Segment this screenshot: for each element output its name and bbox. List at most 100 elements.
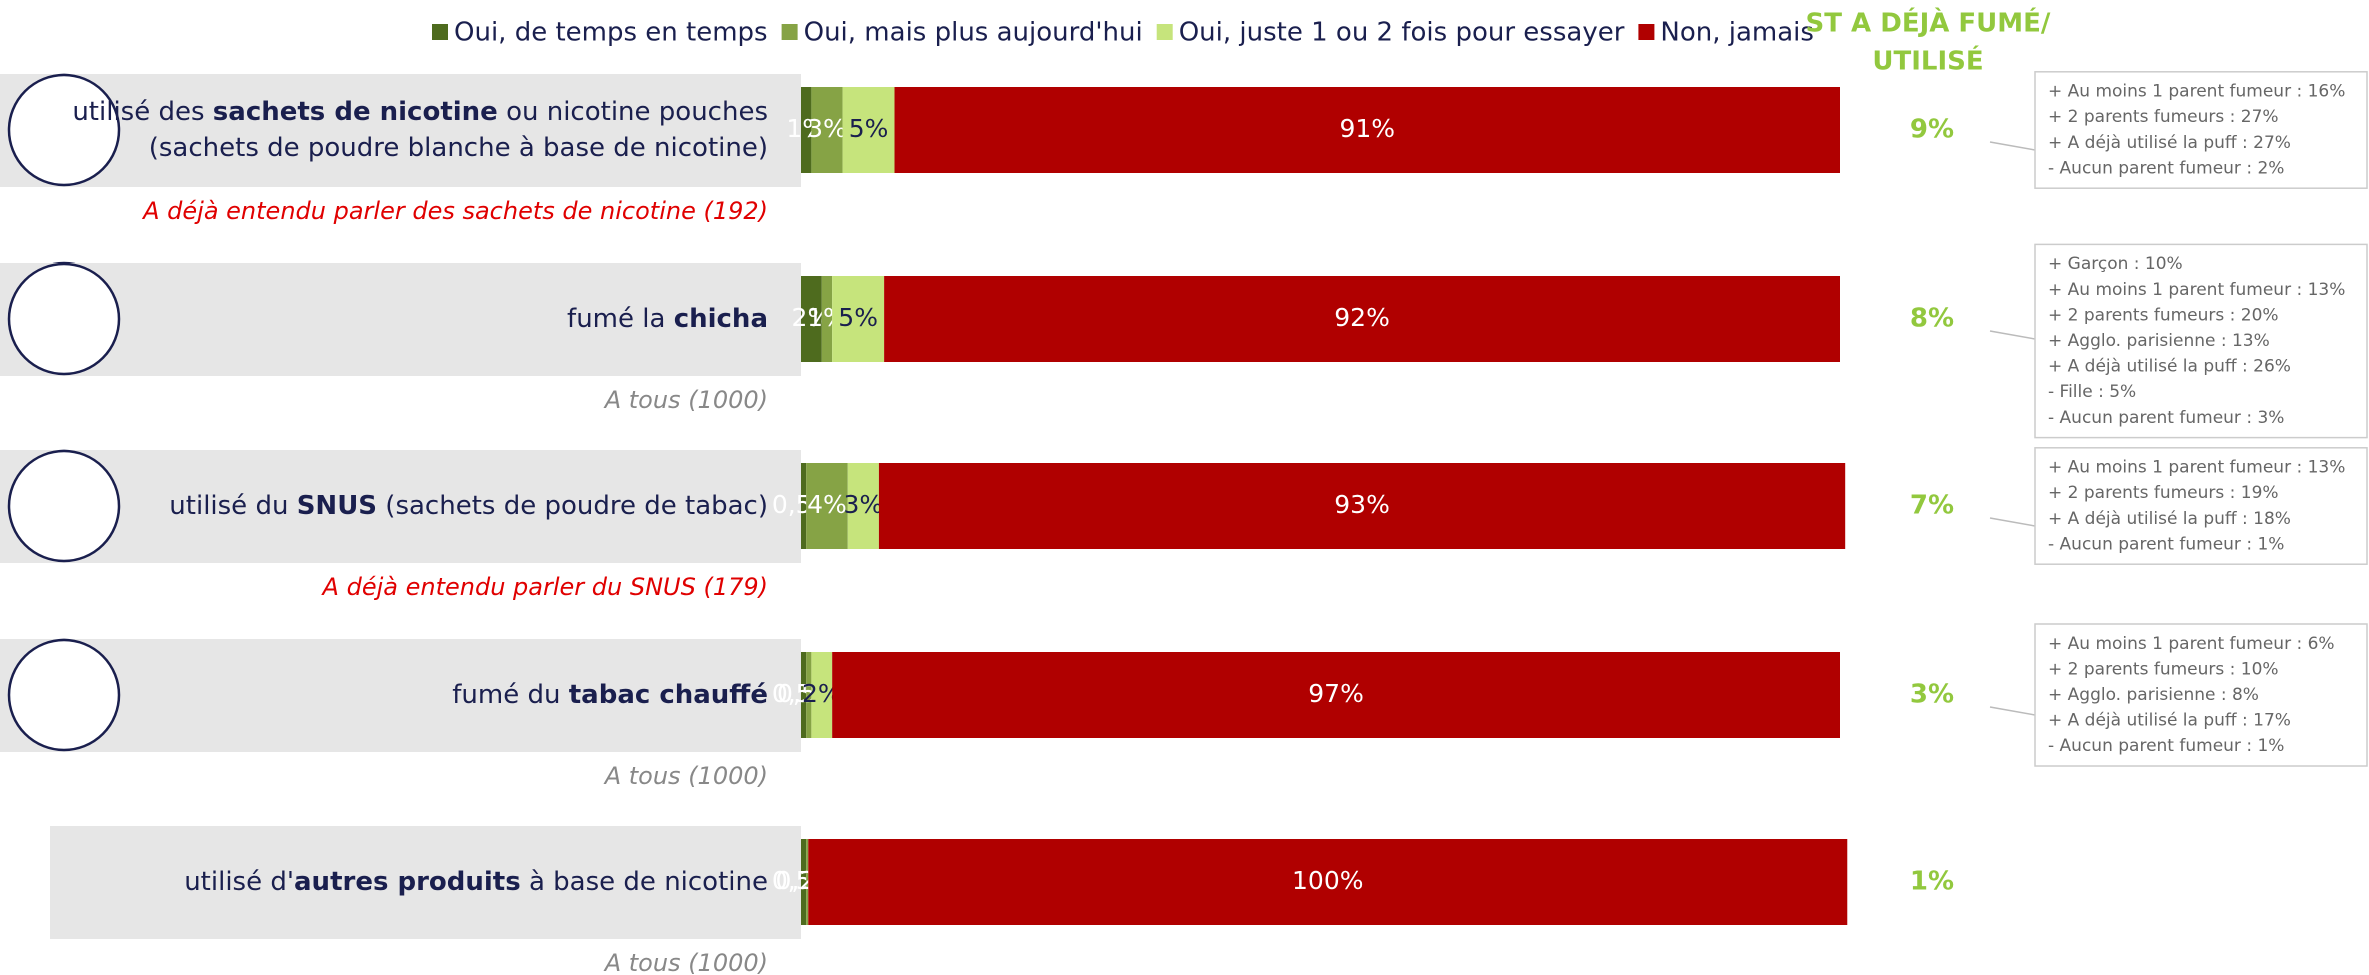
category-label: (sachets de poudre blanche à base de nic… [149, 133, 768, 163]
annotation-line: - Aucun parent fumeur : 2% [2048, 158, 2284, 178]
bar-segment [832, 652, 1840, 738]
bar-segment [894, 87, 1840, 173]
base-note: A tous (1000) [603, 762, 768, 790]
category-label-part: fumé du [452, 680, 568, 710]
total-value: 3% [1910, 680, 1954, 710]
bar-segment [801, 463, 807, 549]
label-box [0, 639, 801, 752]
value-label: 3% [807, 114, 847, 143]
category-label-part: tabac chauffé [569, 680, 768, 710]
connector [1989, 517, 2036, 527]
bar-segment [801, 652, 807, 738]
base-note: A déjà entendu parler des sachets de nic… [141, 197, 768, 225]
category-label-part: sachets de nicotine [213, 97, 498, 127]
bar-segment [806, 652, 812, 738]
category-label: utilisé d'autres produits à base de nico… [184, 867, 768, 897]
category-label: fumé du tabac chauffé [452, 680, 768, 710]
icon-ring [7, 449, 121, 563]
bar-segment [832, 276, 885, 362]
category-label-part: autres produits [294, 867, 521, 897]
total-value: 7% [1910, 491, 1954, 521]
category-label-part: utilisé des [72, 97, 212, 127]
value-label: 100% [1292, 866, 1363, 895]
base-note: A déjà entendu parler du SNUS (179) [321, 573, 768, 601]
bar-segment [811, 87, 843, 173]
value-label: 3% [844, 490, 884, 519]
connector [1989, 141, 2036, 151]
category-label-part: ou nicotine pouches [498, 97, 768, 127]
icon-ring [7, 638, 121, 752]
category-label: fumé la chicha [567, 304, 768, 334]
category-label-part: utilisé d' [184, 867, 294, 897]
annotation-line: - Fille : 5% [2048, 382, 2136, 402]
bar-segment [801, 839, 807, 925]
total-header: ST A DÉJÀ FUMÉ/ [1806, 7, 2051, 39]
category-label-part: à base de nicotine [521, 867, 768, 897]
category-label-part: (sachets de poudre blanche à base de nic… [149, 133, 768, 163]
label-box [0, 450, 801, 563]
legend-label: Non, jamais [1660, 18, 1814, 48]
legend-swatch [432, 24, 448, 40]
annotation-line: + 2 parents fumeurs : 19% [2048, 483, 2279, 503]
category-label-part: SNUS [297, 491, 377, 521]
annotation-line: - Aucun parent fumeur : 3% [2048, 408, 2284, 428]
total-header: UTILISÉ [1872, 45, 1983, 77]
annotation-box [2034, 243, 2368, 439]
annotation-line: + A déjà utilisé la puff : 26% [2048, 357, 2291, 377]
value-label: 97% [1308, 679, 1364, 708]
total-value: 8% [1910, 304, 1954, 334]
bar-segment [801, 87, 812, 173]
category-label-part: utilisé du [169, 491, 296, 521]
bar-segment [806, 839, 809, 925]
annotation-line: + Au moins 1 parent fumeur : 6% [2048, 634, 2335, 654]
bar-segment [806, 463, 848, 549]
annotation-line: + A déjà utilisé la puff : 17% [2048, 711, 2291, 731]
category-label: utilisé du SNUS (sachets de poudre de ta… [169, 491, 768, 521]
annotation-line: + Agglo. parisienne : 13% [2048, 331, 2270, 351]
label-box [0, 263, 801, 376]
connector [1989, 706, 2036, 716]
annotation-box [2034, 447, 2368, 565]
category-label-part: (sachets de poudre de tabac) [377, 491, 768, 521]
label-box [50, 826, 801, 939]
annotation-box [2034, 623, 2368, 767]
total-value: 9% [1910, 115, 1954, 145]
annotation-line: + Agglo. parisienne : 8% [2048, 685, 2259, 705]
annotation-line: + 2 parents fumeurs : 27% [2048, 107, 2279, 127]
annotation-line: - Aucun parent fumeur : 1% [2048, 736, 2284, 756]
legend-swatch [1638, 24, 1655, 40]
legend-label: Oui, juste 1 ou 2 fois pour essayer [1179, 18, 1625, 48]
annotation-line: + A déjà utilisé la puff : 18% [2048, 509, 2291, 529]
annotation-line: + Au moins 1 parent fumeur : 13% [2048, 280, 2345, 300]
legend-label: Oui, de temps en temps [454, 18, 768, 48]
legend-label: Oui, mais plus aujourd'hui [804, 18, 1143, 48]
value-label: 5% [838, 303, 878, 332]
annotation-line: + Au moins 1 parent fumeur : 13% [2048, 458, 2345, 478]
connector [1989, 330, 2036, 340]
bar-segment [811, 652, 833, 738]
legend-swatch [1156, 24, 1173, 40]
bar-segment [808, 839, 1848, 925]
value-label: 4% [807, 490, 847, 519]
value-label: 91% [1339, 114, 1395, 143]
value-label: 92% [1334, 303, 1390, 332]
bar-segment [842, 87, 895, 173]
base-note: A tous (1000) [603, 386, 768, 414]
icon-ring [7, 73, 121, 187]
bar-segment [821, 276, 833, 362]
legend-swatch [781, 24, 798, 40]
value-label: 93% [1334, 490, 1390, 519]
bar-segment [878, 463, 1846, 549]
annotation-line: + A déjà utilisé la puff : 27% [2048, 133, 2291, 153]
icon-ring [7, 262, 121, 376]
label-box [0, 74, 801, 187]
total-value: 1% [1910, 867, 1954, 897]
annotation-line: + Au moins 1 parent fumeur : 16% [2048, 82, 2345, 102]
base-note: A tous (1000) [603, 949, 768, 975]
annotation-line: + 2 parents fumeurs : 10% [2048, 659, 2279, 679]
annotation-line: + Garçon : 10% [2048, 254, 2183, 274]
category-label: utilisé des sachets de nicotine ou nicot… [72, 97, 768, 127]
category-label-part: chicha [674, 304, 768, 334]
bar-segment [801, 276, 822, 362]
